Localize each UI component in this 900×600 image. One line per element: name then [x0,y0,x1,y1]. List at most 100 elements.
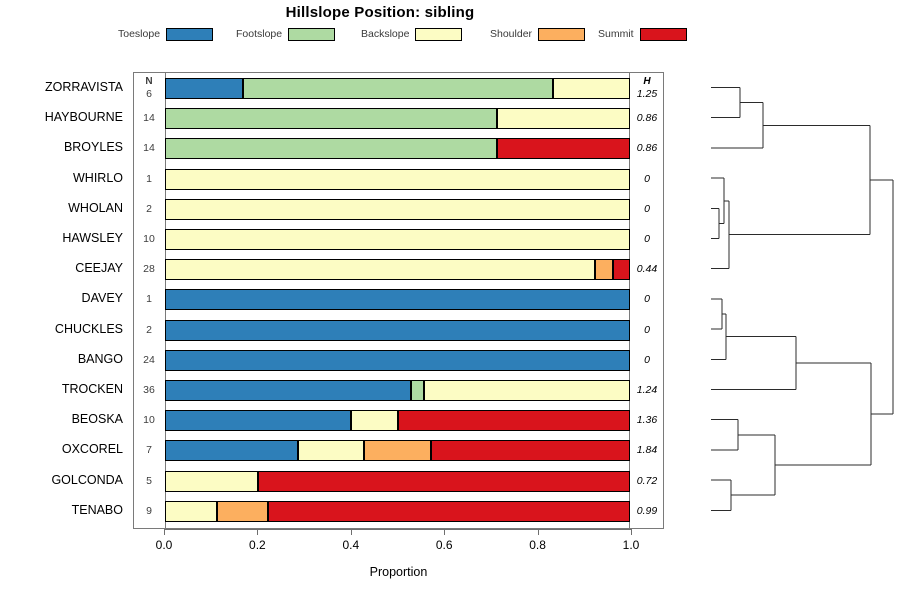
dendrogram [690,72,900,529]
bar-row: 24 0 [134,345,663,375]
category-label-wholan: WHOLAN [68,200,123,215]
n-value-cell: 5 [146,474,152,487]
bar-segment-summit [397,410,630,432]
stacked-bar [165,168,630,190]
bar-row: 36 1.24 [134,375,663,405]
bar-segment-shoulder [364,440,431,462]
stacked-bar-plot-panel: N 6 H 1.25 14 0.86 14 0.86 1 0 2 0 10 0 28 0.44 1 0 2 0 24 0 3… [133,72,664,529]
h-value-cell: 0.86 [636,142,658,155]
h-value-cell: 0 [644,353,650,366]
bar-row: 10 0 [134,224,663,254]
category-label-bango: BANGO [77,351,123,366]
category-label-oxcorel: OXCOREL [61,442,123,457]
x-tick-label: 0.6 [435,538,453,552]
bar-segment-toeslope [165,78,243,99]
x-tick-label: 0.2 [249,538,266,552]
n-column-header: N [145,76,153,87]
n-value-cell: 24 [143,353,155,366]
stacked-bar [165,319,630,341]
n-value: 6 [146,88,152,100]
h-value-cell: H 1.25 [631,73,663,103]
bar-row: 14 0.86 [134,103,663,133]
bar-segment-footslope [242,78,553,99]
n-value-cell: 36 [143,384,155,396]
legend-item-toeslope: Toeslope [118,25,214,43]
bar-row: 28 0.44 [134,254,663,284]
bar-segment-footslope [410,380,424,401]
h-value-cell: 0 [644,323,650,336]
bar-segment-toeslope [165,349,630,371]
legend-item-backslope: Backslope [361,25,463,43]
h-value-cell: 0.99 [636,504,658,517]
bar-segment-summit [497,138,630,160]
bar-segment-backslope [497,108,630,130]
stacked-bar [165,138,630,160]
h-value-cell: 0.86 [636,112,658,125]
category-label-hawsley: HAWSLEY [62,231,123,245]
bar-segment-footslope [165,108,497,130]
n-value-cell: 9 [146,504,152,517]
bar-segment-summit [268,500,630,522]
category-label-golconda: GOLCONDA [51,472,123,487]
legend-item-shoulder: Shoulder [490,25,586,43]
legend-item-footslope: Footslope [236,25,336,43]
category-label-whirlo: WHIRLO [73,170,123,185]
x-tick-label: 0.8 [529,538,546,552]
bar-row: 10 1.36 [134,405,663,435]
x-tick [350,529,352,535]
page-title: Hillslope Position: sibling [285,4,475,21]
h-value: 1.25 [636,88,658,100]
bar-row: 14 0.86 [134,133,663,163]
n-value-cell: 1 [146,172,152,185]
stacked-bar [165,289,630,311]
category-label-davey: DAVEY [81,291,123,306]
stacked-bar [165,108,630,130]
stacked-bar [165,380,630,401]
n-value-cell: 14 [143,142,155,155]
bar-row: 9 0.99 [134,496,663,526]
category-label-tenabo: TENABO [71,502,123,517]
bar-segment-toeslope [165,440,298,462]
x-tick [537,529,539,535]
stacked-bar [165,410,630,432]
bar-segment-toeslope [165,410,351,432]
category-label-ceejay: CEEJAY [75,261,123,276]
legend-swatch-backslope [415,27,463,41]
legend-label: Toeslope [118,28,161,40]
n-value-cell: 10 [143,233,155,245]
legend-label: Backslope [361,28,410,40]
legend-label: Shoulder [490,28,533,40]
x-tick-label: 0.4 [342,538,360,552]
h-value-cell: 0 [644,233,650,245]
h-value-cell: 0 [644,293,650,306]
bar-segment-summit [258,470,630,492]
bar-segment-backslope [165,470,258,492]
n-value-cell: 2 [146,202,152,215]
h-value-cell: 0.44 [636,263,658,276]
x-axis-title: Proportion [369,565,428,579]
stacked-bar [165,349,630,371]
x-tick-label: 1.0 [622,538,640,552]
bar-segment-shoulder [216,500,269,522]
x-tick [164,529,165,535]
category-label-broyles: BROYLES [63,140,123,155]
bar-segment-backslope [297,440,365,462]
legend-swatch-footslope [288,27,336,41]
bar-segment-toeslope [165,289,630,311]
h-value-cell: 0 [644,202,650,215]
stacked-bar [165,229,630,250]
n-value-cell: 14 [143,112,155,125]
x-tick [257,529,259,535]
legend-swatch-summit [639,27,687,41]
stacked-bar [165,78,630,99]
bar-row: 7 1.84 [134,435,663,465]
legend-swatch-toeslope [166,27,214,41]
h-value-cell: 1.36 [636,414,658,427]
x-axis: 0.0 0.2 0.4 0.6 0.8 1.0 [133,529,664,563]
bar-segment-summit [430,440,630,462]
